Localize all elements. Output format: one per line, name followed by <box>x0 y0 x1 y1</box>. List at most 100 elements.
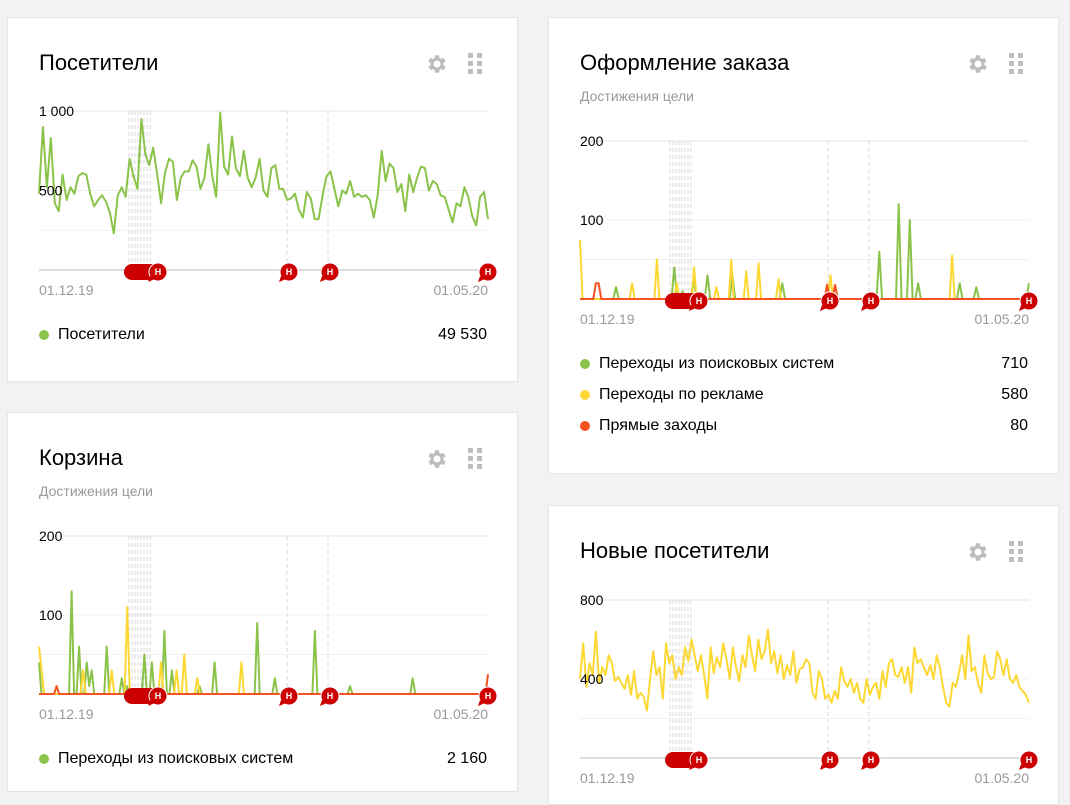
y-tick-label: 1 000 <box>39 103 74 119</box>
widget-tools <box>425 52 487 76</box>
chart-svg: 100 200 Н Н Н Н 01.12.19 01.05.20 <box>579 133 1039 327</box>
widget-checkout: Оформление заказа Достижения цели 100 200… <box>548 17 1059 474</box>
y-tick-label: 100 <box>39 607 63 623</box>
x-tick-label: 01.05.20 <box>975 311 1030 327</box>
chart-checkout: 100 200 Н Н Н Н 01.12.19 01.05.20 <box>549 18 1058 353</box>
legend-dot <box>580 358 590 369</box>
event-marker <box>279 262 299 282</box>
y-tick-label: 500 <box>39 183 63 199</box>
x-tick-label: 01.12.19 <box>39 706 94 722</box>
event-marker-label: Н <box>868 296 875 306</box>
legend-value: 710 <box>1001 354 1028 372</box>
legend-value: 80 <box>1010 416 1028 434</box>
event-marker-label: Н <box>286 267 293 277</box>
event-marker <box>1019 750 1039 770</box>
x-tick-label: 01.12.19 <box>580 770 635 786</box>
chart-svg: 500 1 000 Н Н Н Н 01.12.19 01.05.20 <box>38 103 498 298</box>
event-marker-label: Н <box>155 691 162 701</box>
event-marker <box>820 291 840 311</box>
gear-icon[interactable] <box>966 52 990 76</box>
series-line <box>38 590 488 695</box>
event-marker-tail <box>861 305 868 311</box>
widget-title: Новые посетители <box>580 538 770 563</box>
chart-new-visitors: 400 800 Н Н Н Н 01.12.19 01.05.20 <box>549 506 1058 804</box>
event-marker <box>279 686 299 706</box>
drag-handle-icon[interactable] <box>1004 52 1028 76</box>
legend-name: Переходы по рекламе <box>599 385 764 403</box>
legend: Переходы из поисковых систем 2 160 <box>39 743 487 774</box>
event-marker-tail <box>320 276 327 282</box>
legend-name: Переходы из поисковых систем <box>599 354 835 372</box>
x-tick-label: 01.05.20 <box>434 706 489 722</box>
event-marker <box>478 262 498 282</box>
event-marker-label: Н <box>485 267 492 277</box>
event-marker <box>1019 291 1039 311</box>
legend: Посетители 49 530 <box>39 319 487 350</box>
legend-name: Посетители <box>58 325 145 343</box>
widget-visitors: Посетители 500 1 000 Н Н Н Н 01.12.19 01.05.20 … <box>7 17 518 382</box>
series-line <box>580 282 1029 300</box>
gear-icon[interactable] <box>966 540 990 564</box>
event-marker <box>689 291 709 311</box>
chart-svg: 100 200 Н Н Н Н 01.12.19 01.05.20 <box>38 528 498 722</box>
event-marker <box>861 750 881 770</box>
series-line <box>39 674 489 695</box>
x-tick-label: 01.12.19 <box>580 311 635 327</box>
legend-item[interactable]: Переходы из поисковых систем 710 <box>580 348 1028 379</box>
event-marker <box>861 291 881 311</box>
event-marker-tail <box>861 764 868 770</box>
legend-value: 49 530 <box>438 325 487 343</box>
widget-title: Посетители <box>39 50 159 75</box>
event-marker-tail <box>320 700 327 706</box>
widget-new-visitors: Новые посетители 400 800 Н Н Н Н 01.12.19 01.05… <box>548 505 1059 805</box>
event-marker-tail <box>820 305 827 311</box>
x-tick-label: 01.05.20 <box>975 770 1030 786</box>
chart-visitors: 500 1 000 Н Н Н Н 01.12.19 01.05.20 <box>8 18 517 323</box>
gear-icon[interactable] <box>425 447 449 471</box>
y-tick-label: 400 <box>580 671 604 687</box>
chart-svg: 400 800 Н Н Н Н 01.12.19 01.05.20 <box>579 592 1039 786</box>
event-marker-label: Н <box>155 267 162 277</box>
event-marker-label: Н <box>327 267 334 277</box>
event-marker <box>820 750 840 770</box>
drag-handle-icon[interactable] <box>463 52 487 76</box>
event-marker-label: Н <box>286 691 293 701</box>
legend-name: Прямые заходы <box>599 416 718 434</box>
legend-item[interactable]: Посетители 49 530 <box>39 319 487 350</box>
legend-value: 580 <box>1001 385 1028 403</box>
event-marker <box>148 262 168 282</box>
event-marker-tail <box>689 764 696 770</box>
event-marker-tail <box>148 276 155 282</box>
legend-value: 2 160 <box>446 749 487 767</box>
legend-dot <box>580 420 590 431</box>
chart-cart: 100 200 Н Н Н Н 01.12.19 01.05.20 <box>8 413 517 748</box>
event-marker-label: Н <box>827 296 834 306</box>
event-marker-label: Н <box>1026 296 1033 306</box>
legend-item[interactable]: Переходы из поисковых систем 2 160 <box>39 743 487 774</box>
legend: Переходы из поисковых систем 710 Переходы … <box>580 348 1028 441</box>
legend-name: Переходы из поисковых систем <box>58 749 294 767</box>
event-marker-label: Н <box>1026 755 1033 765</box>
event-marker-label: Н <box>696 296 703 306</box>
event-marker-tail <box>478 276 485 282</box>
event-marker <box>148 686 168 706</box>
gear-icon[interactable] <box>425 52 449 76</box>
widget-tools <box>966 540 1028 564</box>
event-marker <box>320 686 340 706</box>
event-marker-tail <box>820 764 827 770</box>
legend-item[interactable]: Прямые заходы 80 <box>580 410 1028 441</box>
legend-item[interactable]: Переходы по рекламе 580 <box>580 379 1028 410</box>
drag-handle-icon[interactable] <box>463 447 487 471</box>
event-marker-label: Н <box>868 755 875 765</box>
widget-subtitle: Достижения цели <box>580 88 695 104</box>
widget-cart: Корзина Достижения цели 100 200 Н Н Н Н 01.12.… <box>7 412 518 792</box>
widget-tools <box>966 52 1028 76</box>
event-marker-tail <box>279 276 286 282</box>
drag-handle-icon[interactable] <box>1004 540 1028 564</box>
series-line <box>580 203 1030 300</box>
widget-title: Оформление заказа <box>580 50 790 75</box>
x-tick-label: 01.12.19 <box>39 282 94 298</box>
y-tick-label: 100 <box>580 212 604 228</box>
widget-title: Корзина <box>39 445 123 470</box>
widget-subtitle: Достижения цели <box>39 483 154 499</box>
